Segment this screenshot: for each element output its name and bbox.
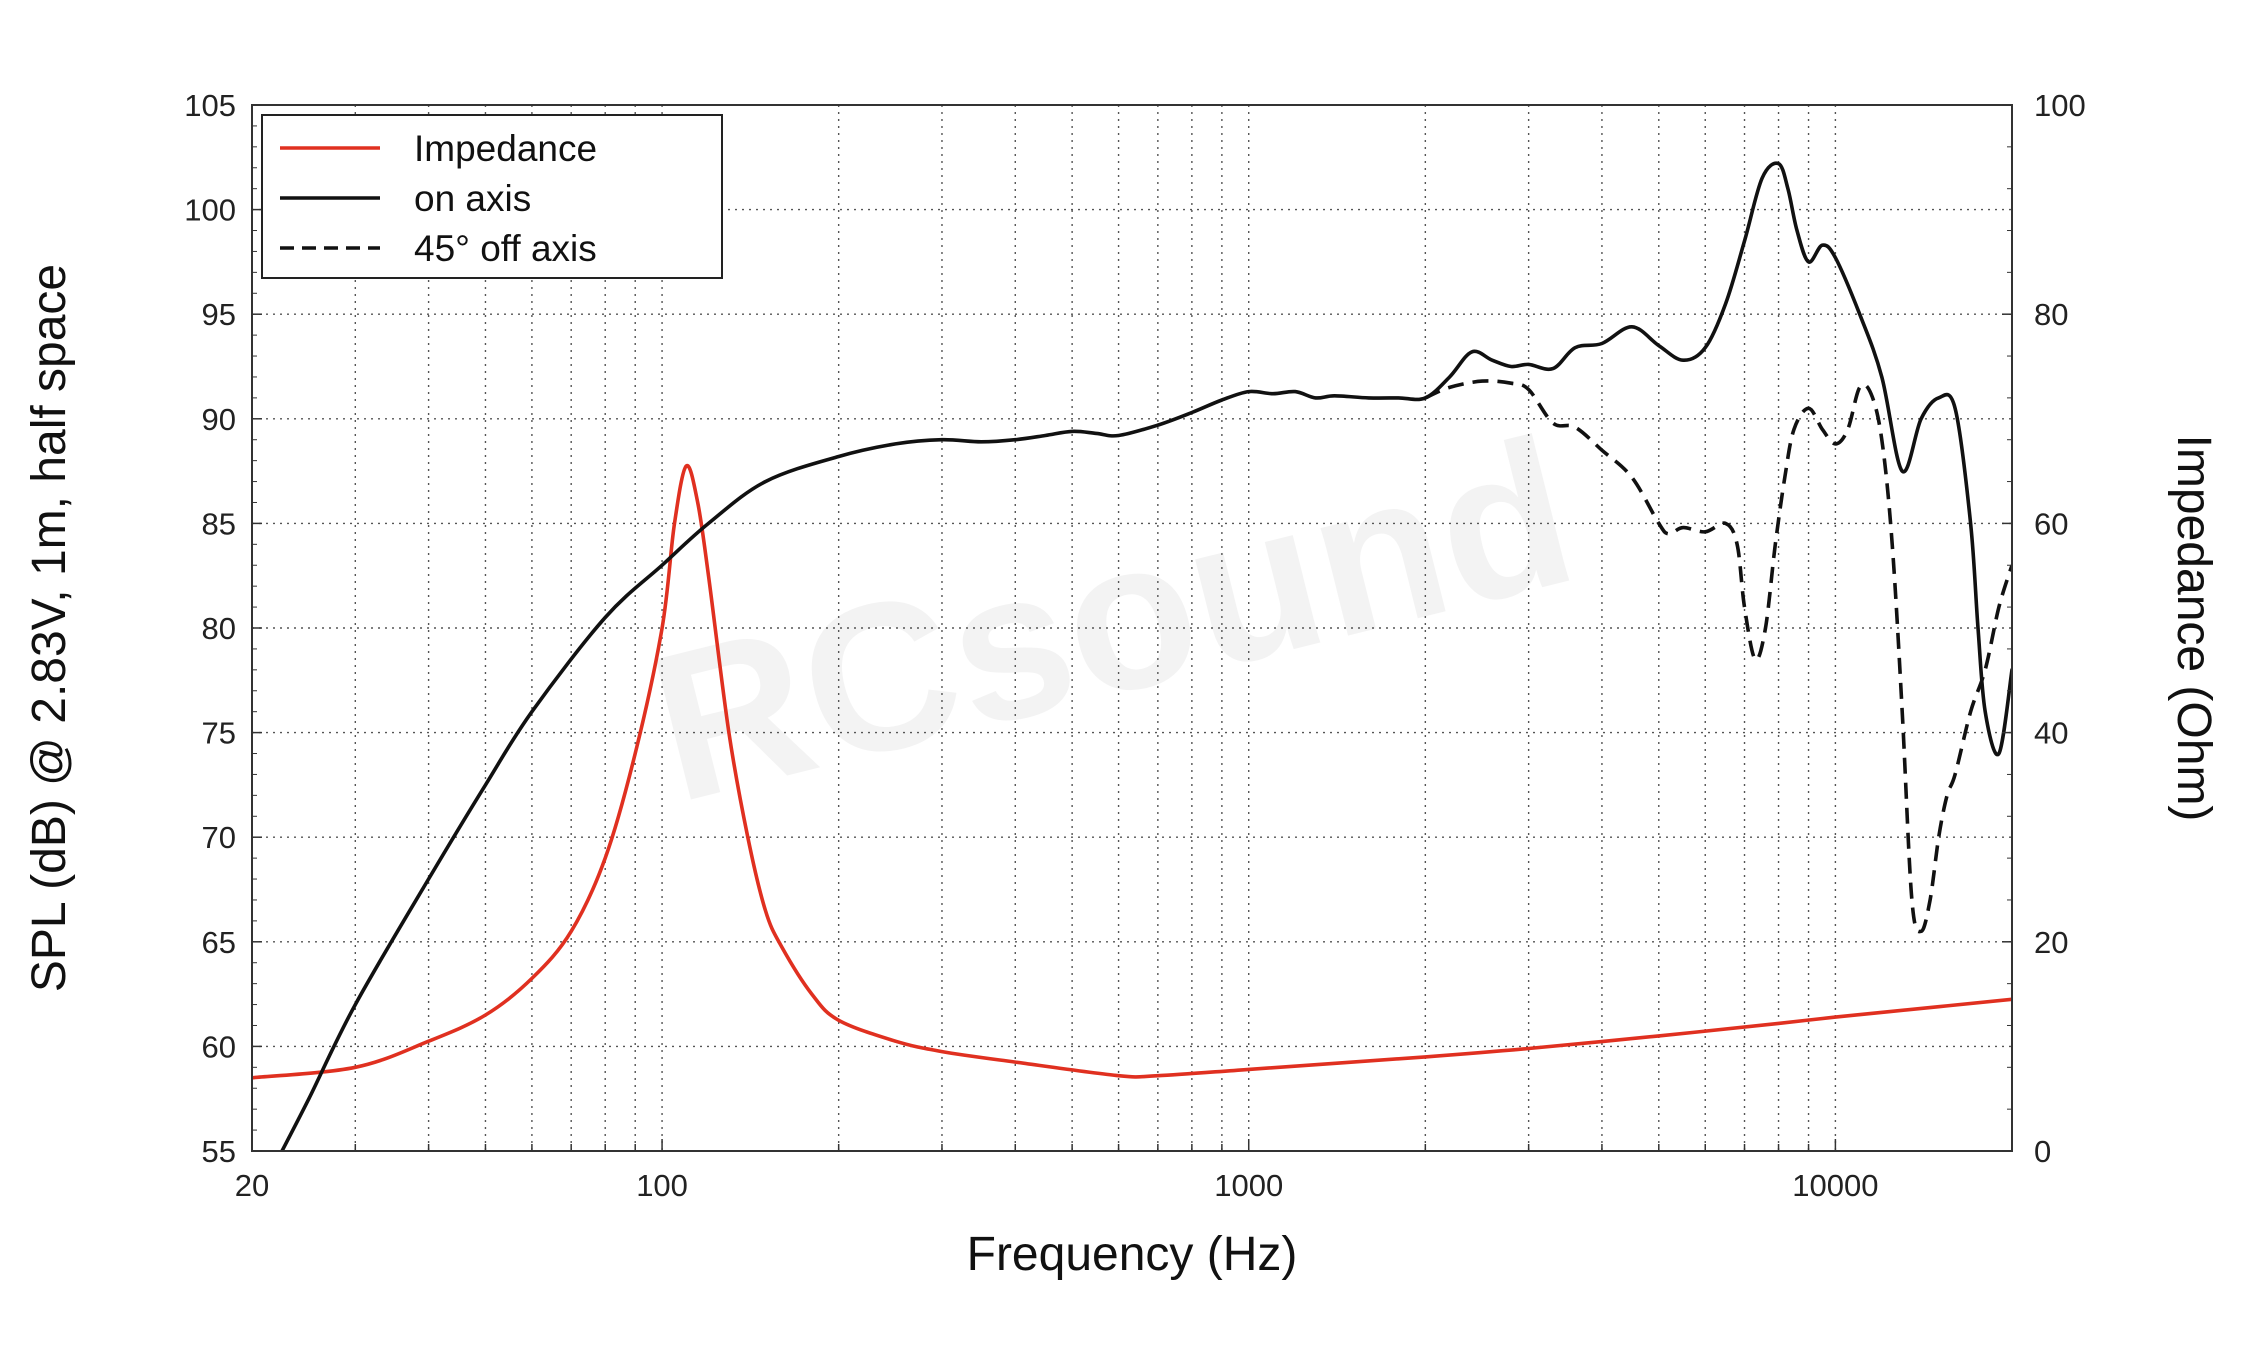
y-tick-label-left: 70 (202, 820, 236, 855)
y-tick-label-right: 40 (2034, 716, 2068, 751)
y-tick-label-left: 80 (202, 611, 236, 646)
y-tick-label-right: 80 (2034, 297, 2068, 332)
y-axis-right-label: Impedance (Ohm) (2167, 435, 2220, 822)
y-axis-left-label: SPL (dB) @ 2.83V, 1m, half space (23, 264, 76, 992)
y-tick-label-left: 95 (202, 297, 236, 332)
y-tick-label-left: 55 (202, 1134, 236, 1169)
y-tick-label-left: 60 (202, 1029, 236, 1064)
legend-item-on-axis-label: on axis (414, 178, 531, 219)
y-tick-label-left: 75 (202, 716, 236, 751)
impedance-line (252, 463, 2012, 1080)
legend: Impedance on axis 45° off axis (261, 114, 723, 279)
x-tick-label: 10000 (1792, 1168, 1878, 1203)
x-axis-label: Frequency (Hz) (967, 1228, 1298, 1281)
y-tick-label-left: 90 (202, 402, 236, 437)
y-tick-label-left: 85 (202, 506, 236, 541)
x-tick-label: 100 (636, 1168, 688, 1203)
y-tick-label-left: 65 (202, 925, 236, 960)
x-tick-label: 1000 (1214, 1168, 1283, 1203)
tick-group: 55 60 65 70 75 80 85 90 95 100 105 0 20 40 60 80 100 20 10… (184, 88, 2085, 1203)
y-tick-label-right: 20 (2034, 925, 2068, 960)
series-group (252, 161, 2012, 1151)
y-tick-label-left: 100 (184, 193, 236, 228)
y-tick-label-right: 0 (2034, 1134, 2051, 1169)
on-axis-line (280, 161, 2012, 1151)
legend-item-impedance-label: Impedance (414, 128, 597, 169)
watermark: RCsound (631, 393, 1593, 847)
y-tick-label-left: 105 (184, 88, 236, 123)
y-tick-label-right: 60 (2034, 506, 2068, 541)
x-tick-label: 20 (235, 1168, 269, 1203)
y-tick-label-right: 100 (2034, 88, 2086, 123)
off-axis-45-line (1424, 379, 2012, 934)
legend-item-off-axis-label: 45° off axis (414, 228, 597, 269)
